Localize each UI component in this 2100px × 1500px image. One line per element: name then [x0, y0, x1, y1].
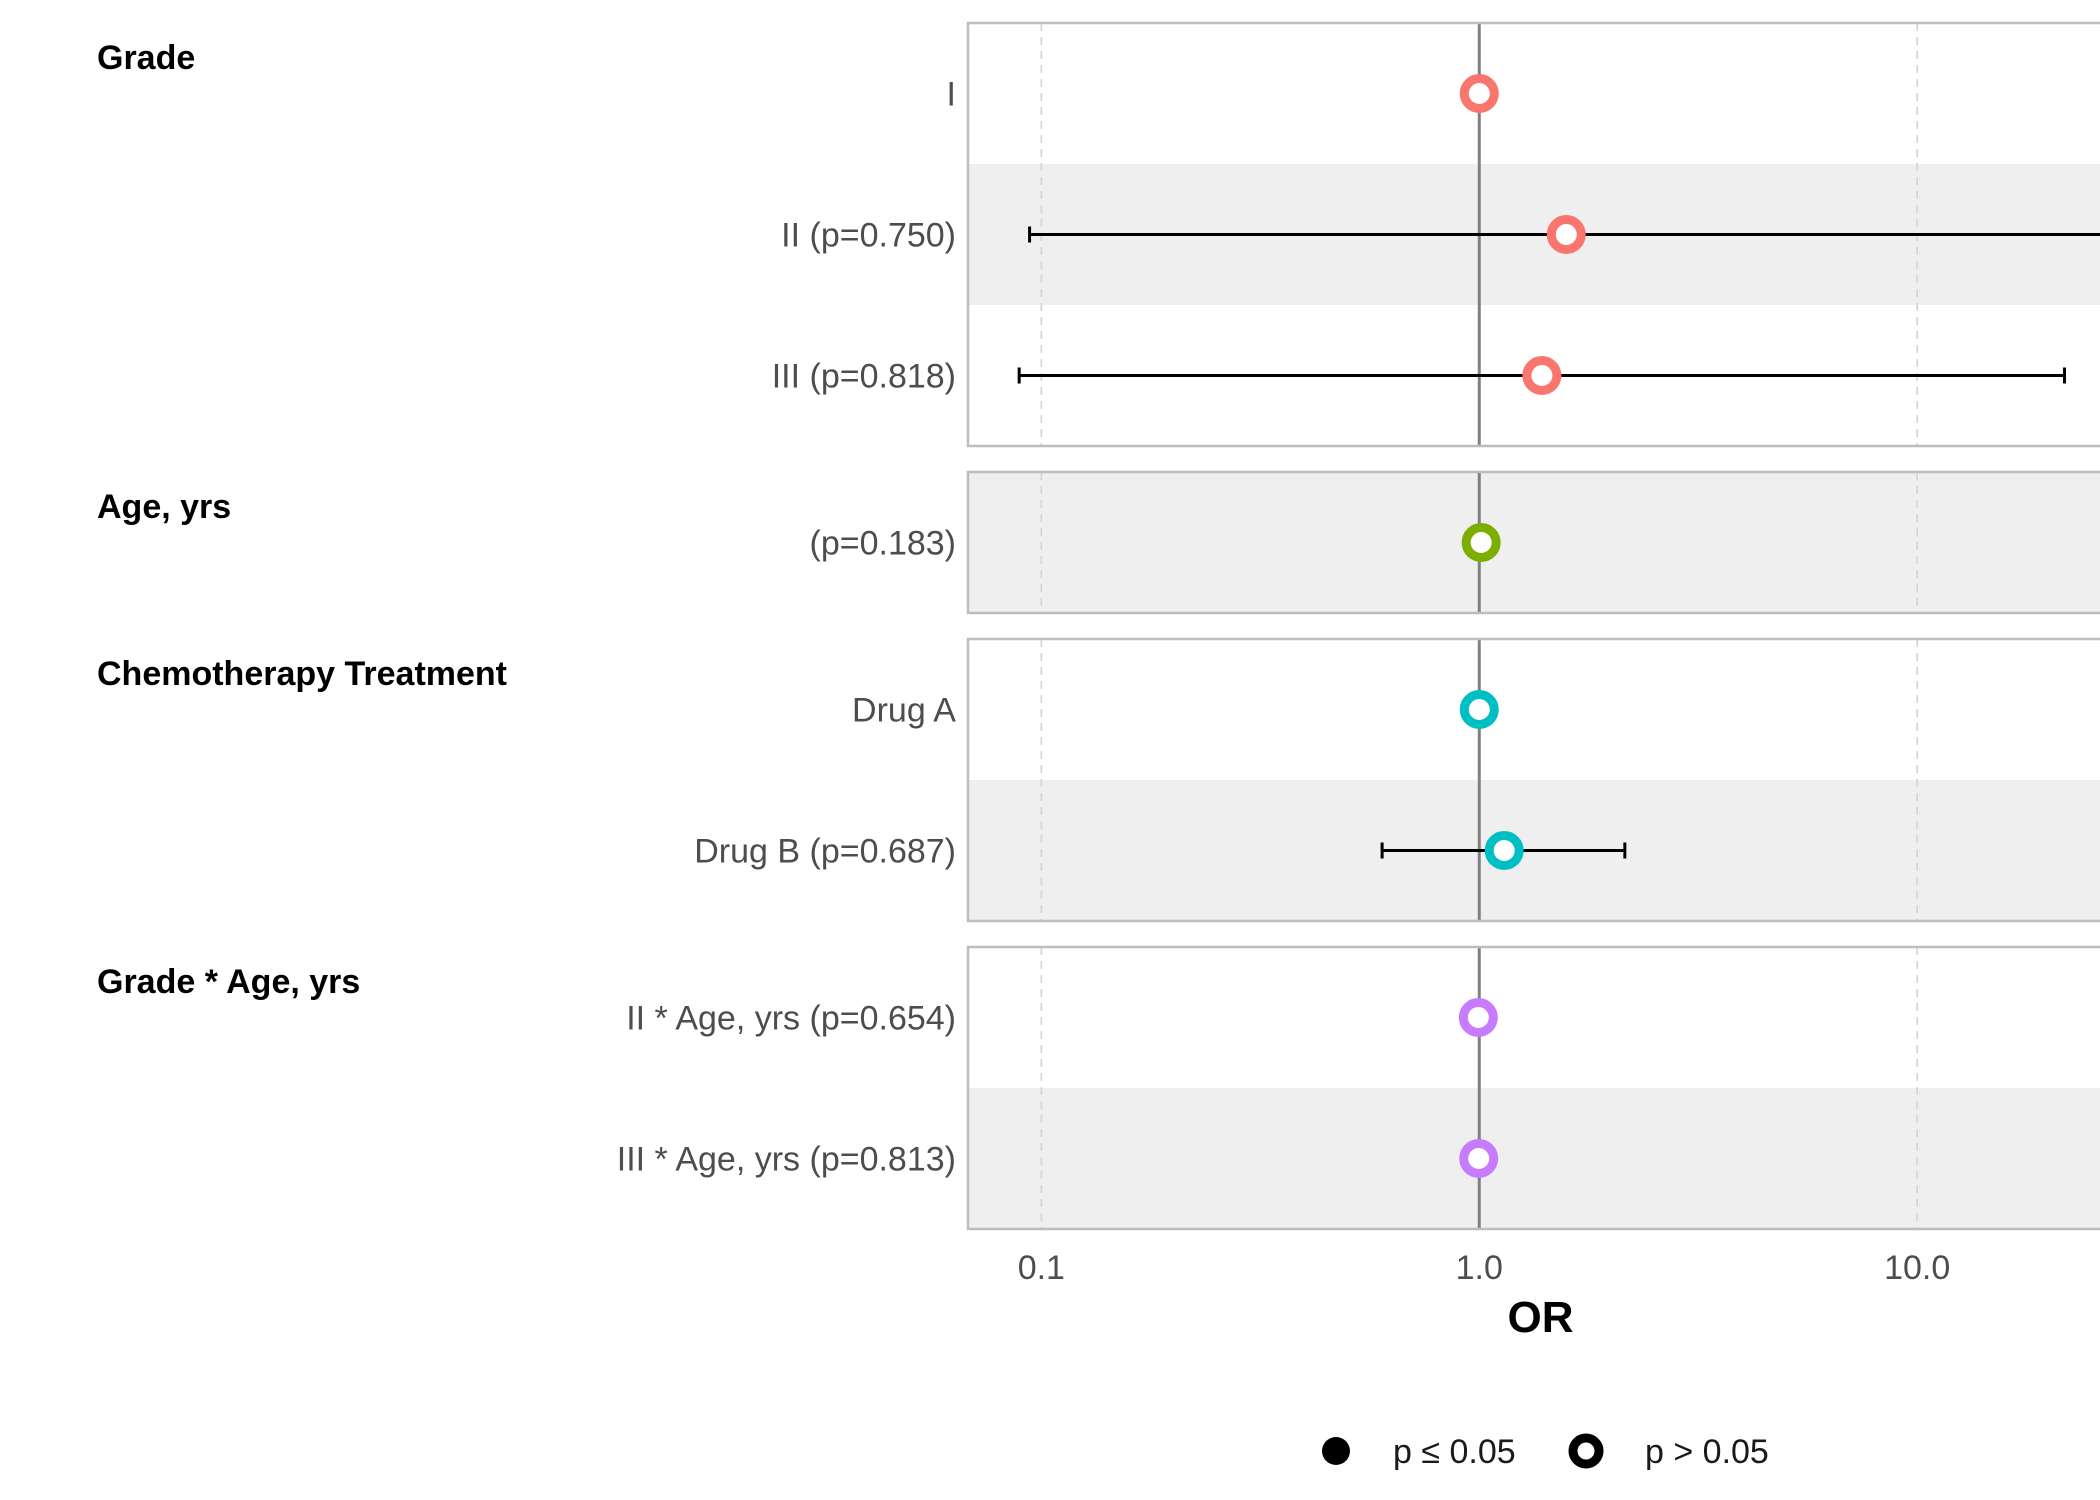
estimate-point	[1522, 356, 1562, 395]
row-label: II (p=0.750)	[781, 217, 956, 255]
x-tick-label: 10.0	[1884, 1249, 1950, 1287]
estimate-point	[1459, 74, 1499, 113]
panel-border	[966, 945, 2100, 1231]
row-background	[968, 1088, 2100, 1229]
row-label: (p=0.183)	[810, 525, 957, 563]
x-tick-label: 0.1	[1018, 1249, 1065, 1287]
group-panel-3: Grade * Age, yrs II * Age, yrs (p=0.654) I…	[97, 945, 2100, 1231]
row-background	[968, 947, 2100, 1088]
x-tick-label: 1.0	[1456, 1249, 1503, 1287]
x-axis-title: OR	[1508, 1293, 1574, 1342]
panel-border	[966, 470, 2100, 615]
legend-label: p ≤ 0.05	[1393, 1433, 1516, 1471]
estimate-point	[1458, 998, 1498, 1037]
legend-marker-open	[1568, 1433, 1604, 1469]
row-background	[968, 472, 2100, 613]
estimate-point	[1546, 215, 1586, 254]
estimate-point	[1459, 1139, 1499, 1178]
estimate-point	[1484, 831, 1524, 870]
legend-label: p > 0.05	[1645, 1433, 1769, 1471]
row-background	[968, 23, 2100, 164]
legend-marker-filled	[1322, 1437, 1350, 1465]
group-panel-2: Chemotherapy Treatment Drug A Drug B (p=0.…	[97, 637, 2100, 923]
row-label: II * Age, yrs (p=0.654)	[626, 1000, 956, 1038]
row-label: III * Age, yrs (p=0.813)	[617, 1141, 956, 1179]
legend: p ≤ 0.05 p > 0.05	[1322, 1433, 1769, 1471]
panel-border	[966, 637, 2100, 923]
row-label: Drug A	[852, 692, 956, 730]
row-label: III (p=0.818)	[772, 358, 956, 396]
estimate-point	[1459, 690, 1499, 729]
panel-border	[966, 21, 2100, 448]
group-label: Grade	[97, 39, 195, 77]
group-label: Age, yrs	[97, 488, 231, 526]
row-background	[968, 639, 2100, 780]
row-label: I	[947, 76, 956, 114]
group-label: Grade * Age, yrs	[97, 963, 360, 1001]
row-label: Drug B (p=0.687)	[694, 833, 956, 871]
group-panel-1: Age, yrs (p=0.183)	[97, 470, 2100, 615]
group-label: Chemotherapy Treatment	[97, 655, 507, 693]
estimate-point	[1461, 523, 1501, 562]
group-panel-0: Grade I II (p=0.750) III (p=0.818)	[97, 21, 2100, 448]
